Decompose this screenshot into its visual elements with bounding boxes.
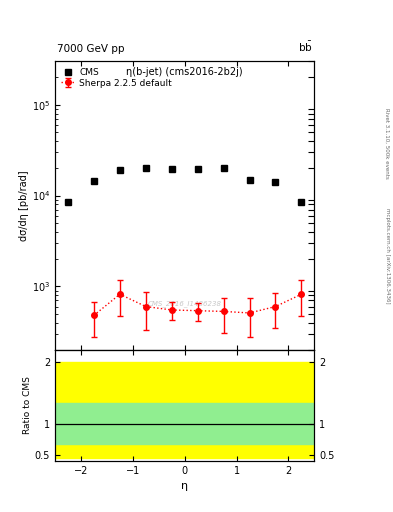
CMS <box>247 177 252 183</box>
Y-axis label: dσ/dη [pb/rad]: dσ/dη [pb/rad] <box>19 170 29 241</box>
Text: CMS_2016_I1486238: CMS_2016_I1486238 <box>148 301 222 307</box>
CMS <box>195 166 200 173</box>
CMS <box>273 179 278 185</box>
Y-axis label: Ratio to CMS: Ratio to CMS <box>23 376 32 434</box>
CMS <box>92 178 96 184</box>
Bar <box>55 403 314 444</box>
CMS <box>169 166 174 173</box>
Text: 7000 GeV pp: 7000 GeV pp <box>57 44 125 54</box>
X-axis label: η: η <box>181 481 188 491</box>
Bar <box>55 362 314 458</box>
Text: η(b-jet) (cms2016-2b2j): η(b-jet) (cms2016-2b2j) <box>127 67 243 77</box>
Text: mcplots.cern.ch [arXiv:1306.3436]: mcplots.cern.ch [arXiv:1306.3436] <box>385 208 389 304</box>
Line: CMS: CMS <box>64 165 305 205</box>
CMS <box>118 167 122 174</box>
Text: Rivet 3.1.10, 500k events: Rivet 3.1.10, 500k events <box>385 108 389 179</box>
Legend: CMS, Sherpa 2.2.5 default: CMS, Sherpa 2.2.5 default <box>59 66 174 90</box>
CMS <box>299 199 304 205</box>
CMS <box>143 165 148 172</box>
CMS <box>66 199 70 205</box>
CMS <box>221 165 226 172</box>
Text: b$\bar{\rm{b}}$: b$\bar{\rm{b}}$ <box>298 39 312 54</box>
